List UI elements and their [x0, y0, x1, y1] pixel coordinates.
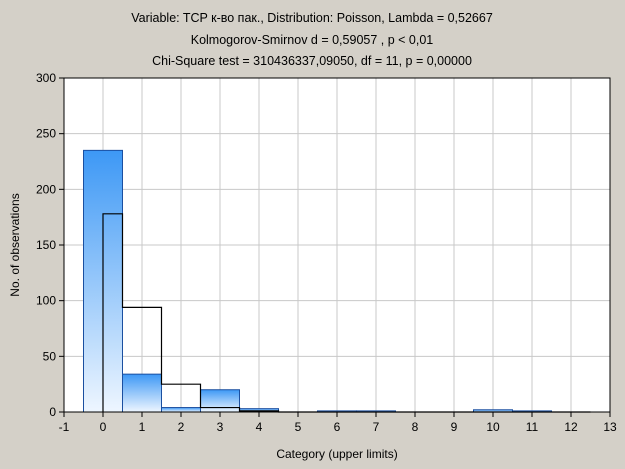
x-tick-label: 2: [178, 420, 185, 434]
x-tick-label: 1: [139, 420, 146, 434]
x-tick-label: 11: [526, 420, 539, 434]
x-tick-label: 9: [451, 420, 458, 434]
x-tick-label: 6: [334, 420, 341, 434]
y-tick-label: 100: [36, 294, 56, 308]
histogram-bar: [161, 407, 201, 413]
x-tick-label: 3: [217, 420, 224, 434]
chart-title: Variable: TCP к-во пак., Distribution: P…: [131, 11, 493, 68]
x-tick-label: 0: [100, 420, 107, 434]
x-tick-label: 12: [564, 420, 578, 434]
x-tick-label: 4: [256, 420, 263, 434]
x-tick-label: -1: [59, 420, 70, 434]
y-axis-ticks: 0 50 100 150 200 250 300: [36, 71, 64, 419]
x-axis-ticks: -1 0 1 2 3 4 5 6 7 8 9 10 11 12 13: [59, 412, 617, 434]
title-line-2: Kolmogorov-Smirnov d = 0,59057 , p < 0,0…: [191, 33, 434, 47]
histogram-bar: [122, 373, 162, 413]
x-tick-label: 8: [412, 420, 419, 434]
histogram-bar: [200, 389, 240, 413]
title-line-3: Chi-Square test = 310436337,09050, df = …: [152, 54, 472, 68]
x-tick-label: 10: [486, 420, 500, 434]
y-tick-label: 200: [36, 182, 56, 196]
y-tick-label: 250: [36, 127, 56, 141]
x-tick-label: 5: [295, 420, 302, 434]
x-tick-label: 7: [373, 420, 380, 434]
y-tick-label: 300: [36, 71, 56, 85]
x-tick-label: 13: [603, 420, 617, 434]
y-tick-label: 0: [49, 405, 56, 419]
y-tick-label: 50: [43, 349, 57, 363]
title-line-1: Variable: TCP к-во пак., Distribution: P…: [131, 11, 493, 25]
y-tick-label: 150: [36, 238, 56, 252]
gridlines: [64, 78, 610, 412]
y-axis-title: No. of observations: [8, 193, 22, 296]
x-axis-title: Category (upper limits): [276, 447, 397, 461]
